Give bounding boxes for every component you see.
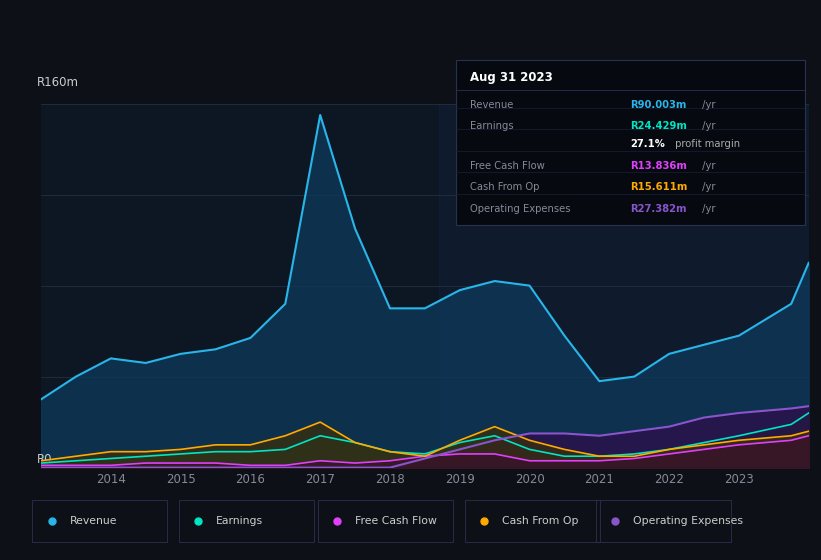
Text: Revenue: Revenue bbox=[70, 516, 117, 526]
Text: Earnings: Earnings bbox=[216, 516, 264, 526]
Text: Aug 31 2023: Aug 31 2023 bbox=[470, 72, 553, 85]
Text: /yr: /yr bbox=[699, 161, 715, 171]
Bar bbox=[438, 104, 809, 468]
Text: /yr: /yr bbox=[699, 100, 715, 110]
Text: /yr: /yr bbox=[699, 204, 715, 214]
Text: Free Cash Flow: Free Cash Flow bbox=[355, 516, 437, 526]
Text: Cash From Op: Cash From Op bbox=[470, 182, 539, 192]
Text: /yr: /yr bbox=[699, 121, 715, 131]
Text: R15.611m: R15.611m bbox=[631, 182, 687, 192]
Text: R13.836m: R13.836m bbox=[631, 161, 687, 171]
Text: 27.1%: 27.1% bbox=[631, 139, 665, 149]
Text: Earnings: Earnings bbox=[470, 121, 513, 131]
Text: Revenue: Revenue bbox=[470, 100, 513, 110]
Text: Free Cash Flow: Free Cash Flow bbox=[470, 161, 544, 171]
Text: Operating Expenses: Operating Expenses bbox=[633, 516, 743, 526]
Text: R160m: R160m bbox=[37, 76, 79, 89]
Text: R0: R0 bbox=[37, 453, 53, 466]
Text: profit margin: profit margin bbox=[672, 139, 740, 149]
Text: Cash From Op: Cash From Op bbox=[502, 516, 578, 526]
Text: R27.382m: R27.382m bbox=[631, 204, 686, 214]
Text: R90.003m: R90.003m bbox=[631, 100, 686, 110]
Text: R24.429m: R24.429m bbox=[631, 121, 687, 131]
Text: Operating Expenses: Operating Expenses bbox=[470, 204, 570, 214]
Text: /yr: /yr bbox=[699, 182, 715, 192]
